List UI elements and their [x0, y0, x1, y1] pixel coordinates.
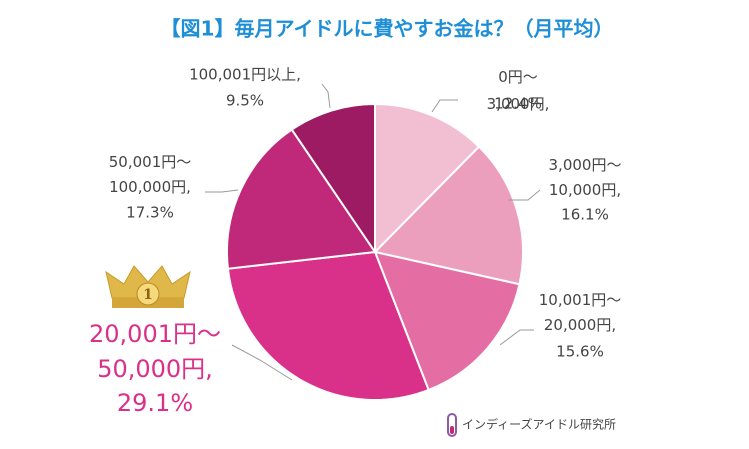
- value-label: 17.3%: [126, 204, 174, 222]
- crown: 1: [105, 265, 191, 308]
- chart-title: 【図1】毎月アイドルに費やすお金は？（月平均）: [161, 17, 614, 41]
- source-icon-fill: [450, 426, 454, 434]
- leader-line: [431, 99, 458, 113]
- crown-body: [105, 265, 191, 299]
- value-label: 15.6%: [556, 343, 604, 361]
- leader-line: [231, 344, 293, 381]
- pie-slice: [373, 145, 524, 286]
- crown-medal: [136, 282, 160, 306]
- pie: [226, 102, 524, 401]
- source-text: インディーズアイドル研究所: [462, 417, 616, 432]
- source: インディーズアイドル研究所: [447, 413, 616, 437]
- value-label: 12.4%: [494, 95, 542, 113]
- slice-label: 20,001円～ 50,000円,: [89, 320, 221, 383]
- leader-line: [321, 83, 331, 109]
- leader-line: [499, 329, 534, 346]
- slice-label: 3,000円～ 10,000円,: [549, 156, 622, 199]
- value-label: 16.1%: [561, 206, 609, 224]
- slice-label: 10,001円～ 20,000円,: [539, 291, 622, 334]
- crown-number: 1: [143, 287, 153, 303]
- slice-label: 100,001円以上,: [189, 66, 301, 84]
- pie-slice: [226, 128, 377, 270]
- leader-line: [205, 189, 239, 193]
- pie-slice: [290, 102, 376, 256]
- leader-line: [508, 189, 541, 201]
- pie-slice: [226, 250, 430, 401]
- pie-slice: [374, 102, 481, 255]
- source-icon: [447, 413, 457, 437]
- value-label: 9.5%: [226, 92, 264, 110]
- value-label: 29.1%: [117, 389, 193, 417]
- pie-slice: [373, 250, 521, 392]
- slice-label: 0円～ 3,000円,: [487, 68, 550, 113]
- slice-label: 50,001円～ 100,000円,: [109, 153, 192, 196]
